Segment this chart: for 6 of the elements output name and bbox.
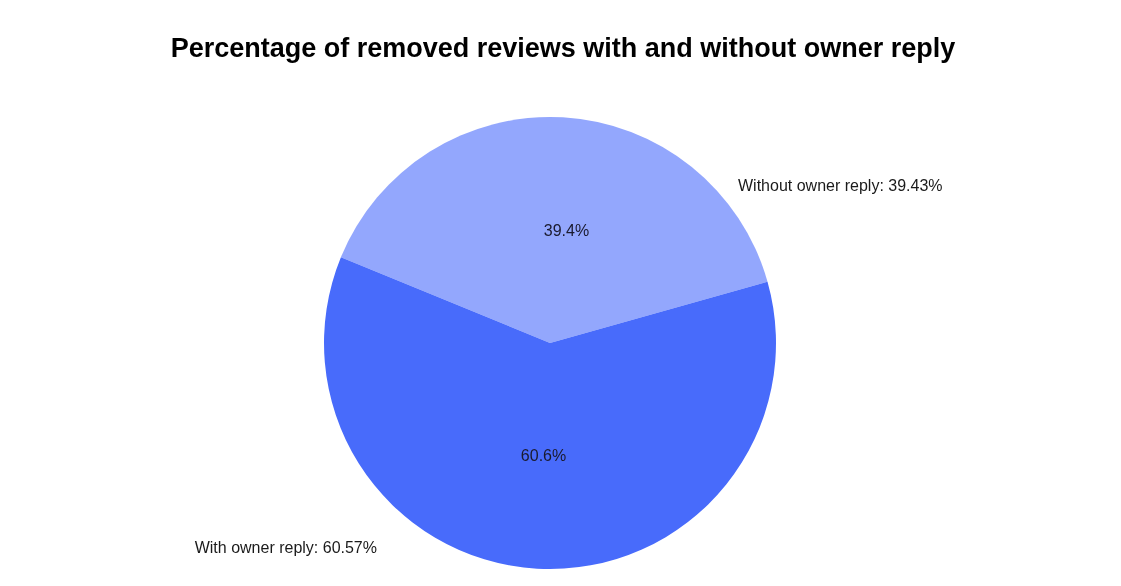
pie-slice [324,257,776,569]
data-label: 39.4% [543,221,590,239]
slice-label: Without owner reply: 39.43% [738,176,943,194]
slice-label: With owner reply: 60.57% [194,538,377,556]
data-label: 60.6% [520,447,567,465]
chart-title: Percentage of removed reviews with and without owner reply [170,33,956,64]
